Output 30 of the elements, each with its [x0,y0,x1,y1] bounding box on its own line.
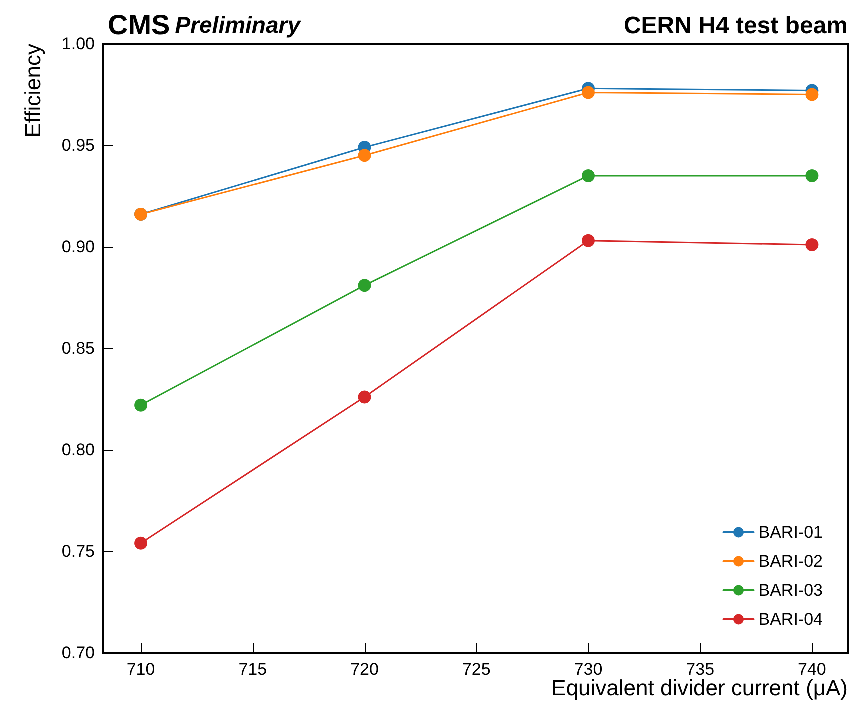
legend-label: BARI-03 [758,581,823,600]
point [134,536,148,550]
legend-label: BARI-02 [758,552,823,571]
x-tick-label: 725 [462,660,491,679]
y-tick-label: 0.80 [62,440,95,460]
point [358,390,372,404]
y-tick-label: 0.90 [62,238,95,256]
point [806,88,819,102]
text: CERN H4 test beam [624,12,848,40]
legend-label: BARI-04 [758,610,823,629]
x-tick-label: 710 [126,660,156,679]
legend-label: BARI-01 [758,523,823,542]
chart-subtitle: Preliminary [175,12,302,38]
point [582,234,595,248]
x-tick-label: 720 [350,660,379,679]
point [806,169,819,182]
point [358,279,372,292]
point [134,398,148,412]
y-tick-label: 0.75 [62,542,95,561]
y-tick-label: 0.70 [62,644,95,662]
point [358,149,372,162]
point [582,86,595,100]
chart-title: CMS [108,10,170,40]
y-axis-title: Efficiency [20,44,46,138]
point [806,238,819,252]
y-tick-label: 1.00 [62,34,95,54]
y-tick-label: 0.95 [62,136,95,155]
point [582,169,595,182]
x-tick-label: 715 [238,660,268,679]
y-tick-label: 0.85 [62,339,95,358]
